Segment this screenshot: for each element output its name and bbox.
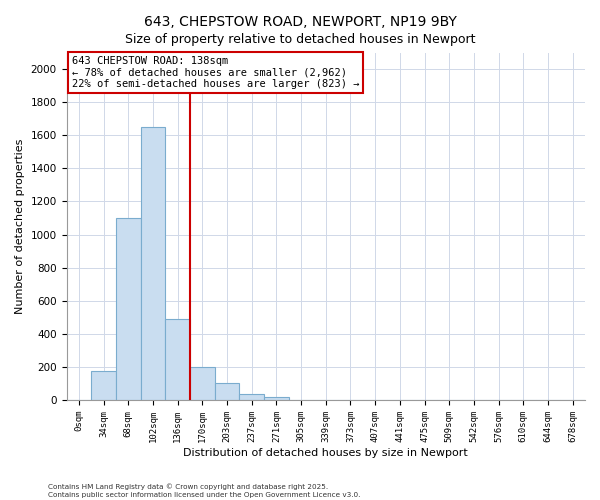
Text: Size of property relative to detached houses in Newport: Size of property relative to detached ho… bbox=[125, 32, 475, 46]
Text: Contains HM Land Registry data © Crown copyright and database right 2025.
Contai: Contains HM Land Registry data © Crown c… bbox=[48, 484, 361, 498]
Bar bbox=[190, 367, 215, 400]
Bar bbox=[239, 394, 264, 400]
Bar bbox=[140, 127, 165, 400]
Bar bbox=[165, 319, 190, 400]
Bar bbox=[215, 384, 239, 400]
Bar bbox=[264, 398, 289, 400]
Text: 643 CHEPSTOW ROAD: 138sqm
← 78% of detached houses are smaller (2,962)
22% of se: 643 CHEPSTOW ROAD: 138sqm ← 78% of detac… bbox=[72, 56, 359, 89]
Bar bbox=[91, 371, 116, 400]
Y-axis label: Number of detached properties: Number of detached properties bbox=[15, 138, 25, 314]
X-axis label: Distribution of detached houses by size in Newport: Distribution of detached houses by size … bbox=[184, 448, 468, 458]
Bar bbox=[116, 218, 140, 400]
Text: 643, CHEPSTOW ROAD, NEWPORT, NP19 9BY: 643, CHEPSTOW ROAD, NEWPORT, NP19 9BY bbox=[143, 15, 457, 29]
